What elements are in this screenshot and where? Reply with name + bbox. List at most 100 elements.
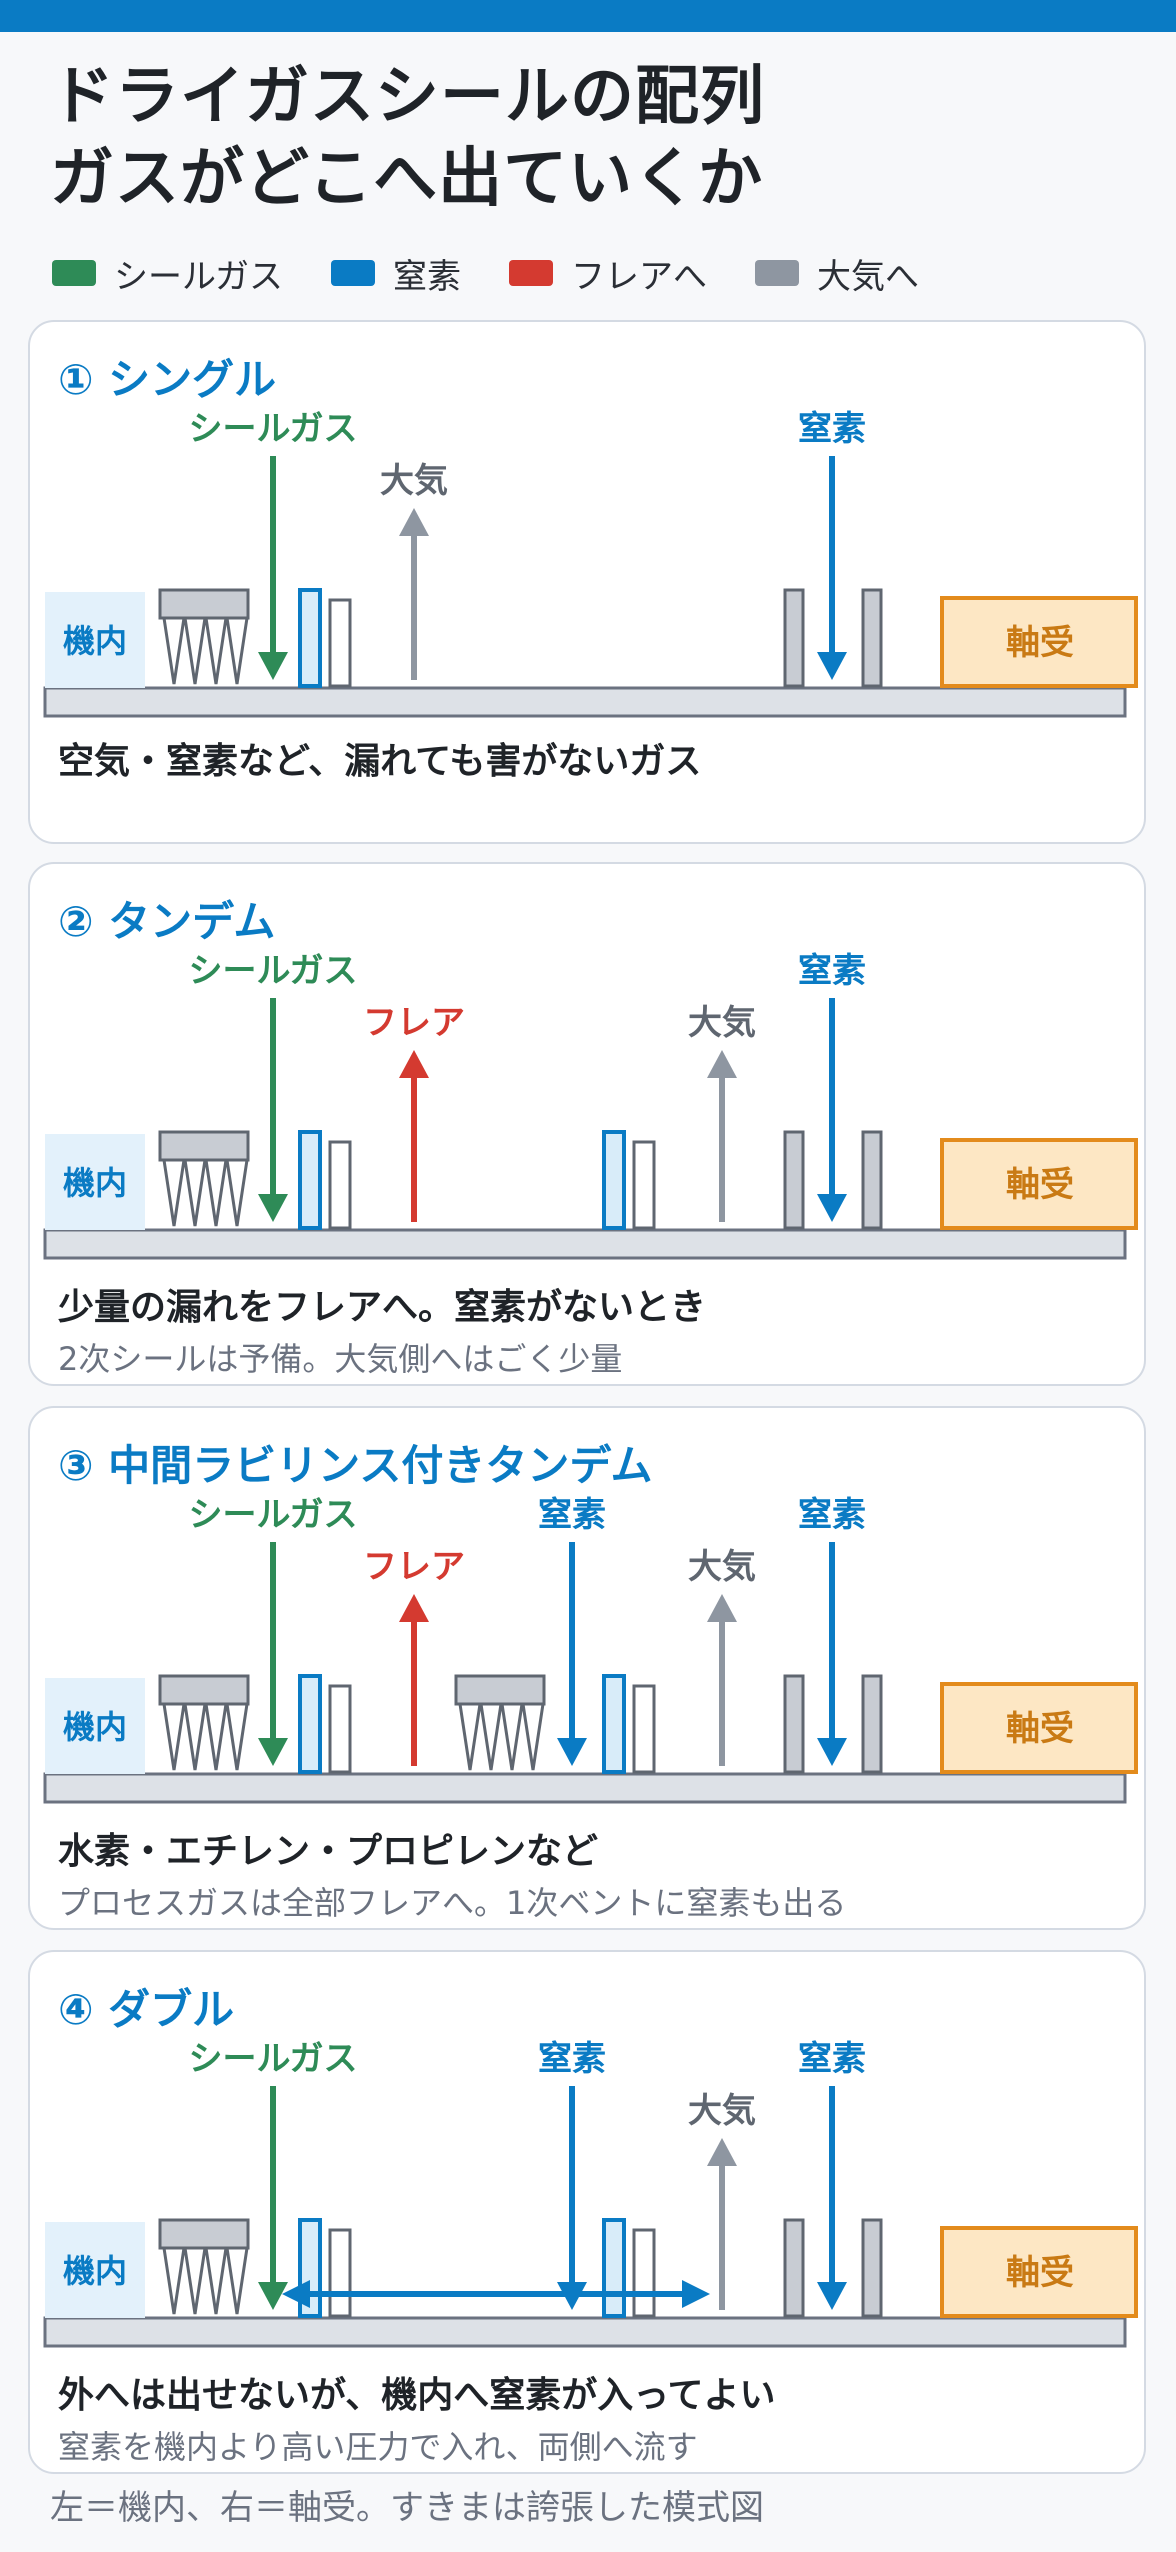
seal-gas-arrow-head [258,2282,288,2310]
nitrogen-label: 窒素 [798,409,866,449]
shaft [43,2316,1127,2348]
stationary-ring [328,1684,352,1774]
labyrinth-tooth [225,1703,249,1771]
card-subtext: プロセスガスは全部フレアへ。1次ベントに窒素も出る [58,1884,847,1922]
footnote: 左＝機内、右＝軸受。すきまは誇張した模式図 [50,2488,764,2528]
bearing-label: 軸受 [1006,2253,1074,2293]
rotating-ring [298,1130,322,1230]
card-description: 水素・エチレン・プロピレンなど [58,1831,599,1872]
barrier-seal [783,2218,805,2318]
labyrinth-tooth [162,617,186,685]
barrier-seal [861,588,883,688]
legend-swatch [330,260,375,286]
legend: シールガス 窒素 フレアへ 大気へ [52,248,967,298]
nitrogen-spread-right-head [682,2280,710,2308]
legend-item-seal-gas: シールガス [52,249,283,298]
labyrinth-tooth [500,1703,524,1771]
card-description: 少量の漏れをフレアへ。窒素がないとき [58,1287,707,1328]
stationary-ring [632,2228,656,2318]
machine-interior-label: 機内 [63,1164,127,1202]
barrier-seal [783,1674,805,1774]
flare-arrow-head [399,1594,429,1622]
rotating-ring [298,588,322,688]
labyrinth-cap [158,588,250,620]
rotating-ring [298,1674,322,1774]
card-title: ③ 中間ラビリンス付きタンデム [58,1441,653,1490]
bearing-box [940,1682,1138,1774]
top-accent-bar [0,0,1176,32]
card-tandem: ② タンデム 機内 軸受 シールガス フレア 大気 窒素 少量の漏れをフレアへ。窒素がない… [28,862,1146,1386]
dry-gas-seal [602,2218,656,2318]
dry-gas-seal [298,588,352,688]
card-subtext: 窒素を機内より高い圧力で入れ、両側へ流す [58,2428,698,2466]
rotating-ring [602,1674,626,1774]
labyrinth-seal [158,1674,250,1771]
stationary-ring [632,1140,656,1230]
labyrinth-tooth [204,1159,228,1227]
barrier-seal [861,1674,883,1774]
labyrinth-tooth [458,1703,482,1771]
labyrinth-tooth [162,1703,186,1771]
nitrogen-label: 窒素 [798,951,866,991]
labyrinth-tooth [204,617,228,685]
labyrinth-cap [158,1130,250,1162]
labyrinth-tooth [225,1159,249,1227]
labyrinth-tooth [183,2247,207,2315]
labyrinth-tooth [204,2247,228,2315]
atmosphere-arrow-head [707,1050,737,1078]
atmosphere-arrow-head [707,1594,737,1622]
labyrinth-seal [158,588,250,685]
card-double: ④ ダブル 機内 軸受 シールガス 窒素 大気 窒素 外へは出せないが、機内へ窒素が入って… [28,1950,1146,2474]
legend-label: フレアへ [570,256,707,297]
nitrogen-arrow-head [817,2282,847,2310]
atmosphere-label: 大気 [688,1003,756,1043]
rotating-ring [602,2218,626,2318]
barrier-seal [783,588,805,688]
legend-item-nitrogen: 窒素 [330,249,461,298]
stationary-ring [632,1684,656,1774]
atmosphere-arrow-head [707,2138,737,2166]
legend-label: 大気へ [816,256,919,297]
seal-gas-label: シールガス [189,2039,358,2079]
nitrogen-label: 窒素 [798,1495,866,1535]
dry-gas-seal [298,1674,352,1774]
labyrinth-tooth [204,1703,228,1771]
title-line-1: ドライガスシールの配列 [50,60,765,134]
card-title: ① シングル [58,355,277,404]
stationary-ring [328,1140,352,1230]
labyrinth-cap [158,1674,250,1706]
legend-swatch [508,260,553,286]
nitrogen-label: 窒素 [538,1495,606,1535]
card-single: ① シングル 機内 軸受 シールガス 大気 窒素 空気・窒素など、漏れても害がないガス [28,320,1146,844]
machine-interior-box [45,1678,145,1774]
page-title: ドライガスシールの配列 ガスがどこへ出ていくか [50,56,1130,220]
nitrogen-arrow-head [817,1738,847,1766]
dry-gas-seal [602,1130,656,1230]
nitrogen-spread-left-head [282,2280,310,2308]
rotating-ring [602,1130,626,1230]
labyrinth-tooth [183,617,207,685]
seal-gas-arrow-head [258,1738,288,1766]
card-subtext: 2次シールは予備。大気側へはごく少量 [58,1340,623,1378]
machine-interior-label: 機内 [63,1708,127,1746]
machine-interior-box [45,1134,145,1230]
flare-arrow-head [399,1050,429,1078]
labyrinth-tooth [183,1703,207,1771]
labyrinth-seal [158,1130,250,1227]
labyrinth-cap [158,2218,250,2250]
labyrinth-tooth [225,2247,249,2315]
card-description: 外へは出せないが、機内へ窒素が入ってよい [58,2375,776,2416]
atmosphere-label: 大気 [688,2091,756,2131]
card-tandem-labyrinth: ③ 中間ラビリンス付きタンデム 機内 軸受 シールガス フレア 窒素 大気 窒素 水素・エチ… [28,1406,1146,1930]
bearing-box [940,596,1138,688]
nitrogen-label: 窒素 [798,2039,866,2079]
legend-label: シールガス [114,256,283,297]
atmosphere-label: 大気 [688,1547,756,1587]
legend-swatch [52,260,96,286]
legend-item-atmosphere: 大気へ [754,249,919,298]
shaft [43,1772,1127,1804]
